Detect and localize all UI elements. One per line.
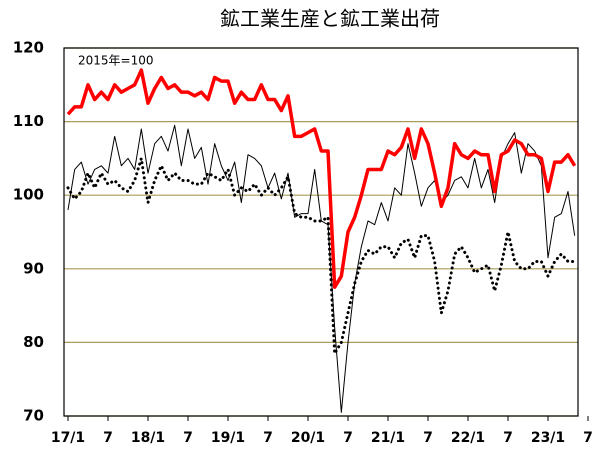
- x-tick-label: 23/1: [531, 430, 565, 446]
- x-tick-label: 22/1: [451, 430, 485, 446]
- x-tick-label: 7: [263, 430, 273, 446]
- x-tick-label: 17/1: [51, 430, 85, 446]
- x-tick-label: 20/1: [291, 430, 325, 446]
- y-tick-label: 70: [23, 407, 44, 425]
- plot-frame: [63, 47, 579, 417]
- annotation: 2015年=100: [78, 54, 154, 68]
- x-tick-label: 7: [183, 430, 193, 446]
- series-line: [66, 68, 577, 289]
- x-tick-label: 7: [343, 430, 353, 446]
- x-tick-label: 18/1: [131, 430, 165, 446]
- series-line: [66, 156, 577, 355]
- y-tick-label: 100: [13, 186, 44, 204]
- chart-title: 鉱工業生産と鉱工業出荷: [220, 7, 440, 31]
- x-tick-label: 19/1: [211, 430, 245, 446]
- series-line: [67, 124, 576, 413]
- x-tick-label: 7: [423, 430, 433, 446]
- x-tick-label: 7: [103, 430, 113, 446]
- y-tick-label: 90: [23, 259, 44, 277]
- y-tick-label: 120: [13, 39, 44, 57]
- y-tick-label: 110: [13, 112, 44, 130]
- x-tick-label: 7: [583, 430, 593, 446]
- x-tick-label: 7: [503, 430, 513, 446]
- y-tick-label: 80: [23, 333, 44, 351]
- x-tick-label: 21/1: [371, 430, 405, 446]
